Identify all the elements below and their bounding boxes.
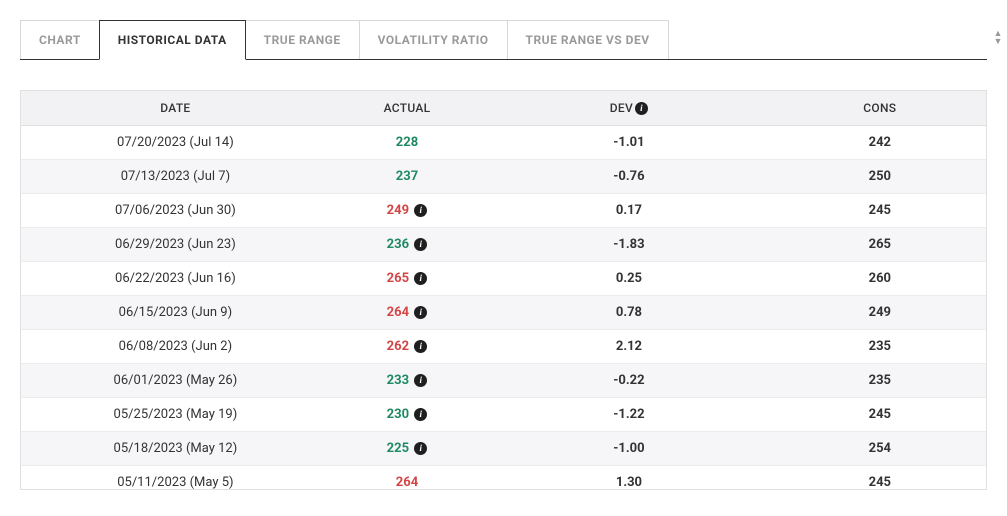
cell-actual: 233 (330, 364, 484, 398)
historical-data-table-wrap[interactable]: DATEACTUALDEVCONS 07/20/2023 (Jul 14)228… (20, 90, 987, 490)
cell-cons: 245 (774, 466, 986, 490)
info-icon[interactable] (414, 238, 427, 251)
cell-date: 05/25/2023 (May 19) (21, 398, 330, 432)
page-scrollbar[interactable]: ▲ ▼ (991, 30, 1005, 46)
cell-date: 06/22/2023 (Jun 16) (21, 262, 330, 296)
cell-actual: 249 (330, 194, 484, 228)
table-row: 05/25/2023 (May 19)230 -1.22245 (21, 398, 986, 432)
cell-date: 07/20/2023 (Jul 14) (21, 126, 330, 160)
table-row: 07/20/2023 (Jul 14)228-1.01242 (21, 126, 986, 160)
cell-dev: -1.01 (484, 126, 774, 160)
cell-date: 07/06/2023 (Jun 30) (21, 194, 330, 228)
cell-cons: 245 (774, 194, 986, 228)
cell-actual: 228 (330, 126, 484, 160)
cell-actual: 262 (330, 330, 484, 364)
historical-data-table: DATEACTUALDEVCONS 07/20/2023 (Jul 14)228… (21, 91, 986, 490)
cell-actual: 225 (330, 432, 484, 466)
cell-dev: -1.00 (484, 432, 774, 466)
table-row: 06/22/2023 (Jun 16)265 0.25260 (21, 262, 986, 296)
table-row: 06/29/2023 (Jun 23)236 -1.83265 (21, 228, 986, 262)
cell-cons: 250 (774, 160, 986, 194)
column-header-cons: CONS (774, 91, 986, 126)
table-row: 05/18/2023 (May 12)225 -1.00254 (21, 432, 986, 466)
cell-date: 06/29/2023 (Jun 23) (21, 228, 330, 262)
cell-cons: 242 (774, 126, 986, 160)
info-icon[interactable] (414, 408, 427, 421)
tab-true-range[interactable]: TRUE RANGE (245, 20, 360, 59)
info-icon[interactable] (414, 306, 427, 319)
cell-dev: 0.78 (484, 296, 774, 330)
column-header-dev: DEV (484, 91, 774, 126)
cell-cons: 254 (774, 432, 986, 466)
table-row: 06/01/2023 (May 26)233 -0.22235 (21, 364, 986, 398)
cell-dev: 2.12 (484, 330, 774, 364)
cell-actual: 237 (330, 160, 484, 194)
cell-cons: 249 (774, 296, 986, 330)
cell-dev: -1.83 (484, 228, 774, 262)
cell-actual: 264 (330, 466, 484, 490)
cell-date: 06/15/2023 (Jun 9) (21, 296, 330, 330)
cell-dev: -0.76 (484, 160, 774, 194)
cell-cons: 235 (774, 330, 986, 364)
cell-cons: 235 (774, 364, 986, 398)
cell-dev: 0.17 (484, 194, 774, 228)
cell-date: 05/18/2023 (May 12) (21, 432, 330, 466)
cell-cons: 245 (774, 398, 986, 432)
tab-historical-data[interactable]: HISTORICAL DATA (99, 20, 246, 60)
tab-true-range-vs-dev[interactable]: TRUE RANGE VS DEV (507, 20, 669, 59)
column-header-actual: ACTUAL (330, 91, 484, 126)
info-icon[interactable] (635, 102, 648, 115)
column-header-date: DATE (21, 91, 330, 126)
tab-chart[interactable]: CHART (20, 20, 100, 59)
cell-actual: 236 (330, 228, 484, 262)
cell-cons: 265 (774, 228, 986, 262)
info-icon[interactable] (414, 340, 427, 353)
table-row: 06/15/2023 (Jun 9)264 0.78249 (21, 296, 986, 330)
cell-actual: 230 (330, 398, 484, 432)
cell-dev: 1.30 (484, 466, 774, 490)
cell-date: 07/13/2023 (Jul 7) (21, 160, 330, 194)
cell-cons: 260 (774, 262, 986, 296)
table-row: 07/13/2023 (Jul 7)237-0.76250 (21, 160, 986, 194)
tab-bar: CHARTHISTORICAL DATATRUE RANGEVOLATILITY… (20, 20, 987, 60)
cell-date: 05/11/2023 (May 5) (21, 466, 330, 490)
cell-actual: 264 (330, 296, 484, 330)
table-row: 07/06/2023 (Jun 30)249 0.17245 (21, 194, 986, 228)
info-icon[interactable] (414, 272, 427, 285)
tab-volatility-ratio[interactable]: VOLATILITY RATIO (359, 20, 508, 59)
cell-actual: 265 (330, 262, 484, 296)
info-icon[interactable] (414, 204, 427, 217)
table-row: 05/11/2023 (May 5)2641.30245 (21, 466, 986, 490)
scroll-down-icon[interactable]: ▼ (994, 38, 1003, 46)
info-icon[interactable] (414, 374, 427, 387)
cell-dev: -0.22 (484, 364, 774, 398)
cell-dev: -1.22 (484, 398, 774, 432)
info-icon[interactable] (414, 442, 427, 455)
table-row: 06/08/2023 (Jun 2)262 2.12235 (21, 330, 986, 364)
cell-date: 06/01/2023 (May 26) (21, 364, 330, 398)
cell-date: 06/08/2023 (Jun 2) (21, 330, 330, 364)
cell-dev: 0.25 (484, 262, 774, 296)
